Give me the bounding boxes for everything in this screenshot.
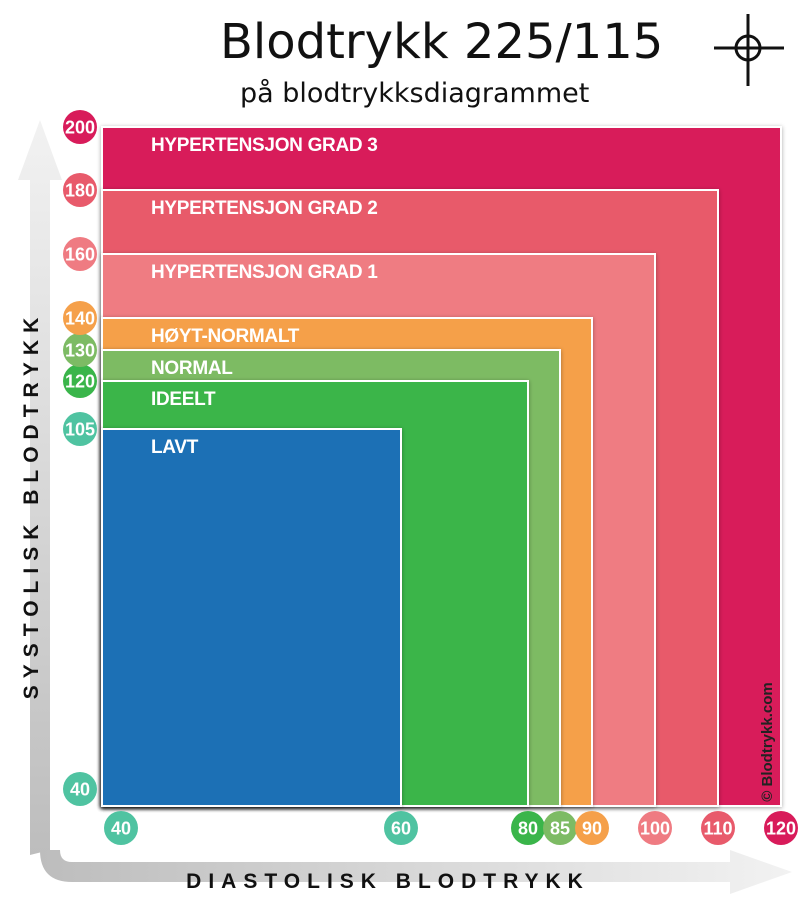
y-axis-title: SYSTOLISK BLODTRYKK	[20, 311, 43, 700]
zone-label-1: HYPERTENSJON GRAD 3	[151, 135, 378, 156]
y-tick-200-badge	[63, 110, 97, 144]
x-tick-100-badge	[638, 811, 672, 845]
x-tick-85-badge	[543, 811, 577, 845]
y-axis-arrow	[18, 120, 62, 855]
x-tick-60-label: 60	[391, 819, 411, 839]
x-tick-90-label: 90	[582, 819, 602, 839]
y-tick-160-label: 160	[65, 245, 95, 265]
watermark-text: © Blodtrykk.com	[759, 682, 776, 801]
x-tick-80-label: 80	[518, 819, 538, 839]
zone-label-2: HYPERTENSJON GRAD 2	[151, 198, 378, 219]
x-tick-110-label: 110	[703, 819, 732, 839]
y-tick-40-badge	[63, 772, 97, 806]
x-tick-120-label: 120	[766, 819, 796, 839]
ticks-layer: 40 105 120 130 140 160 180 200 40 60 80 85 90 100 110 1…	[63, 110, 798, 845]
y-tick-105-badge	[63, 412, 97, 446]
y-tick-120-badge	[63, 364, 97, 398]
zone-label-6: IDEELT	[151, 389, 216, 410]
y-tick-130-label: 130	[65, 341, 95, 361]
y-tick-180-label: 180	[65, 181, 95, 201]
zone-label-5: NORMAL	[151, 358, 233, 379]
x-tick-120-badge	[764, 811, 798, 845]
y-tick-140-badge	[63, 301, 97, 335]
y-tick-200-label: 200	[65, 118, 95, 138]
x-tick-90-badge	[575, 811, 609, 845]
zone-label-4: HØYT-NORMALT	[151, 326, 300, 347]
zone-label-3: HYPERTENSJON GRAD 1	[151, 262, 378, 283]
x-axis-arrow	[40, 850, 792, 894]
y-tick-130-badge	[63, 333, 97, 367]
x-tick-80-badge	[511, 811, 545, 845]
x-tick-110-badge	[701, 811, 735, 845]
zone-label-7: LAVT	[151, 437, 199, 458]
x-axis-title: DIASTOLISK BLODTRYKK	[186, 870, 590, 893]
x-tick-85-label: 85	[550, 819, 570, 839]
y-tick-140-label: 140	[65, 309, 95, 329]
x-tick-60-badge	[384, 811, 418, 845]
y-tick-105-label: 105	[65, 420, 95, 440]
crosshair-icon	[714, 14, 784, 86]
y-tick-180-badge	[63, 173, 97, 207]
chart-subtitle: på blodtrykksdiagrammet	[240, 78, 590, 109]
zone-7	[101, 428, 402, 807]
chart-title: Blodtrykk 225/115	[220, 14, 664, 70]
x-tick-100-label: 100	[640, 819, 670, 839]
y-tick-160-badge	[63, 237, 97, 271]
zones-layer: HYPERTENSJON GRAD 3 HYPERTENSJON GRAD 2 HY…	[101, 126, 782, 807]
y-tick-40-label: 40	[70, 780, 90, 800]
y-tick-120-label: 120	[65, 372, 95, 392]
x-tick-40-label: 40	[111, 819, 131, 839]
x-tick-40-badge	[104, 811, 138, 845]
